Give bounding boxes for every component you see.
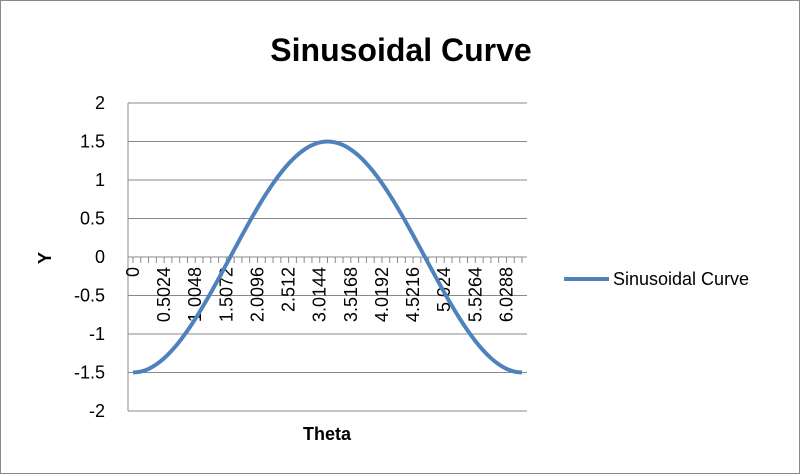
y-axis-ticks: 2 1.5 1 0.5 0 -0.5 -1 -1.5 -2 <box>74 93 105 421</box>
y-tick-label: 0 <box>95 247 105 267</box>
y-tick-label: -2 <box>89 401 105 421</box>
x-tick-label: 4.5216 <box>403 267 423 322</box>
x-tick-label: 1.0048 <box>185 267 205 322</box>
y-tick-label: 2 <box>95 93 105 113</box>
y-tick-label: -0.5 <box>74 286 105 306</box>
x-tick-label: 3.0144 <box>310 267 330 322</box>
x-tick-label: 1.5072 <box>216 267 236 322</box>
series-layer <box>132 139 523 375</box>
x-tick-label: 2.0096 <box>247 267 267 322</box>
legend: Sinusoidal Curve <box>564 269 749 289</box>
y-tick-label: 1.5 <box>80 132 105 152</box>
y-tick-label: 0.5 <box>80 209 105 229</box>
x-tick-label: 0 <box>123 267 143 277</box>
chart-title: Sinusoidal Curve <box>270 32 531 68</box>
x-tick-label: 0.5024 <box>154 267 174 322</box>
series-line-sinusoidal-curve <box>132 139 523 375</box>
legend-label: Sinusoidal Curve <box>613 269 749 289</box>
y-tick-label: 1 <box>95 170 105 190</box>
y-tick-label: -1.5 <box>74 363 105 383</box>
x-axis-ticks: 0 0.5024 1.0048 1.5072 2.0096 2.512 3.0144 3.51… <box>123 257 523 322</box>
y-axis-title: Y <box>35 252 55 264</box>
x-tick-label: 3.5168 <box>341 267 361 322</box>
y-tick-label: -1 <box>89 324 105 344</box>
x-tick-label: 5.5264 <box>465 267 485 322</box>
x-tick-label: 2.512 <box>279 267 299 312</box>
x-tick-label: 6.0288 <box>496 267 516 322</box>
x-axis-title: Theta <box>303 424 352 444</box>
x-tick-label: 4.0192 <box>372 267 392 322</box>
